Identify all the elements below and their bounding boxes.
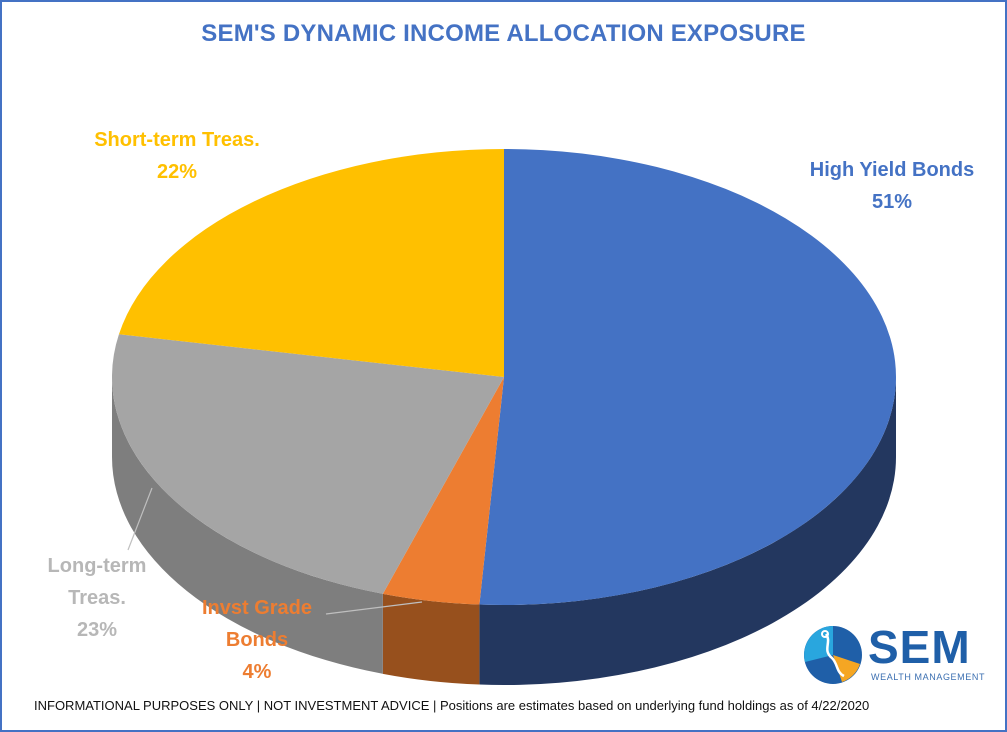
sem-logo-icon [804, 626, 862, 684]
pie-side-high-yield-bonds [479, 377, 896, 685]
leader-line-invst-grade [325, 601, 423, 615]
chart-title: SEM'S DYNAMIC INCOME ALLOCATION EXPOSURE [201, 20, 806, 47]
pie-slice-long-term-treas [111, 334, 504, 594]
label-high-yield-name: High Yield Bonds [809, 159, 975, 181]
sem-logo: SEM WEALTH MANAGEMENT [802, 621, 992, 686]
label-short-term-value: 22% [156, 161, 198, 183]
label-high-yield-bonds: High Yield Bonds 51% [792, 154, 992, 218]
logo-subtitle: WEALTH MANAGEMENT [871, 672, 986, 682]
label-long-term-value: 23% [76, 619, 118, 641]
label-short-term-treas: Short-term Treas. 22% [62, 124, 292, 188]
pie-slice-high-yield-bonds [479, 149, 897, 605]
pie-side-long-term-treas [112, 377, 383, 674]
logo-name: SEM [868, 621, 971, 673]
leader-line-long-term [127, 487, 153, 551]
pie-slice-short-term-treas [118, 148, 504, 377]
label-invst-grade-value: 4% [242, 661, 272, 683]
pie-slice-invst-grade-bonds [382, 377, 504, 605]
label-short-term-name: Short-term Treas. [94, 129, 260, 151]
label-long-term-name-2: Treas. [68, 587, 126, 609]
footnote: INFORMATIONAL PURPOSES ONLY | NOT INVEST… [34, 698, 870, 713]
label-high-yield-value: 51% [871, 191, 913, 213]
label-invst-grade-name-1: Invst Grade [201, 597, 313, 619]
pie-side-invst-grade-bonds [382, 593, 480, 685]
label-long-term-treas: Long-term Treas. 23% [22, 550, 172, 646]
label-invst-grade-bonds: Invst Grade Bonds 4% [172, 592, 342, 688]
label-long-term-name-1: Long-term [47, 555, 147, 577]
label-invst-grade-name-2: Bonds [225, 629, 289, 651]
